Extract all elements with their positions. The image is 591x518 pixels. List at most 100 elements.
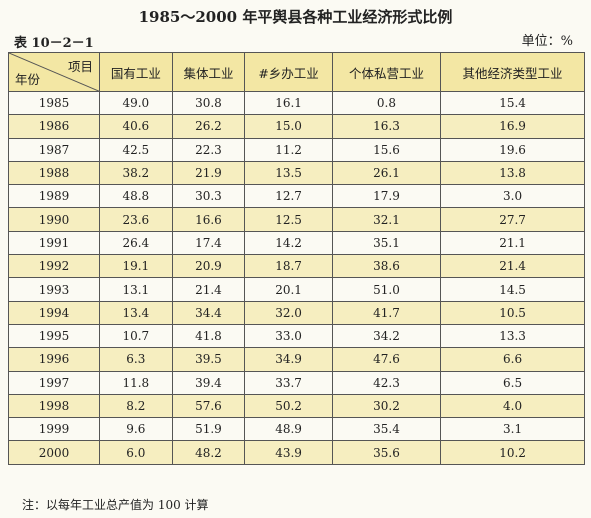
year-cell: 1996: [8, 347, 100, 372]
value-cell: 15.0: [244, 114, 333, 139]
value-cell: 21.1: [440, 230, 585, 256]
value-cell: 13.3: [440, 323, 585, 349]
table: 项目 年份 国有工业 集体工业 #乡办工业 个体私营工业 其他经济类型工业 1985 49…: [8, 52, 585, 465]
row: 1992 19.1 20.9 18.7 38.6 21.4: [8, 254, 585, 279]
value-cell: 34.2: [331, 323, 442, 349]
value-cell: 3.0: [440, 184, 585, 209]
row: 1999 9.6 51.9 48.9 35.4 3.1: [8, 417, 585, 442]
row: 1989 48.8 30.3 12.7 17.9 3.0: [8, 184, 585, 209]
value-cell: 34.9: [244, 347, 333, 372]
value-cell: 38.2: [99, 160, 173, 186]
value-cell: 33.7: [244, 370, 333, 395]
value-cell: 26.2: [171, 114, 246, 139]
corner-item: 项目: [67, 59, 93, 74]
value-cell: 42.3: [331, 370, 442, 395]
note: 注：以每年工业总产值为 100 计算: [22, 498, 209, 512]
value-cell: 16.1: [244, 90, 333, 116]
value-cell: 51.9: [171, 417, 246, 442]
value-cell: 50.2: [244, 393, 333, 419]
corner-year: 年份: [15, 72, 41, 87]
value-cell: 19.1: [99, 254, 173, 279]
value-cell: 21.4: [440, 254, 585, 279]
value-cell: 20.9: [171, 254, 246, 279]
value-cell: 39.4: [171, 370, 246, 395]
value-cell: 10.7: [99, 323, 173, 349]
year-cell: 1994: [8, 300, 100, 325]
value-cell: 14.5: [440, 277, 585, 302]
column-header: 其他经济类型工业: [440, 52, 585, 92]
row: 1997 11.8 39.4 33.7 42.3 6.5: [8, 370, 585, 395]
value-cell: 48.9: [244, 417, 333, 442]
row: 1996 6.3 39.5 34.9 47.6 6.6: [8, 347, 585, 372]
value-cell: 49.0: [99, 90, 173, 116]
value-cell: 48.8: [99, 184, 173, 209]
value-cell: 14.2: [244, 230, 333, 256]
value-cell: 42.5: [99, 137, 173, 162]
value-cell: 19.6: [440, 137, 585, 162]
year-cell: 1988: [8, 160, 100, 186]
value-cell: 48.2: [171, 440, 246, 465]
value-cell: 43.9: [244, 440, 333, 465]
value-cell: 21.9: [171, 160, 246, 186]
value-cell: 0.8: [331, 90, 442, 116]
header-row: 项目 年份 国有工业 集体工业 #乡办工业 个体私营工业 其他经济类型工业: [8, 52, 585, 92]
value-cell: 35.6: [331, 440, 442, 465]
value-cell: 6.5: [440, 370, 585, 395]
value-cell: 12.5: [244, 207, 333, 232]
value-cell: 30.8: [171, 90, 246, 116]
row: 1993 13.1 21.4 20.1 51.0 14.5: [8, 277, 585, 302]
value-cell: 30.3: [171, 184, 246, 209]
value-cell: 16.3: [331, 114, 442, 139]
column-header: 国有工业: [99, 52, 173, 92]
value-cell: 21.4: [171, 277, 246, 302]
value-cell: 6.6: [440, 347, 585, 372]
year-cell: 1991: [8, 230, 100, 256]
value-cell: 26.4: [99, 230, 173, 256]
row: 1986 40.6 26.2 15.0 16.3 16.9: [8, 114, 585, 139]
table-number: 表 10－2－1: [14, 36, 94, 51]
value-cell: 13.8: [440, 160, 585, 186]
year-cell: 1993: [8, 277, 100, 302]
value-cell: 41.7: [331, 300, 442, 325]
value-cell: 13.4: [99, 300, 173, 325]
value-cell: 39.5: [171, 347, 246, 372]
row: 1991 26.4 17.4 14.2 35.1 21.1: [8, 230, 585, 256]
title: 1985～2000 年平舆县各种工业经济形式比例: [138, 8, 453, 26]
value-cell: 11.8: [99, 370, 173, 395]
value-cell: 35.4: [331, 417, 442, 442]
value-cell: 10.5: [440, 300, 585, 325]
value-cell: 35.1: [331, 230, 442, 256]
value-cell: 33.0: [244, 323, 333, 349]
value-cell: 23.6: [99, 207, 173, 232]
year-cell: 1986: [8, 114, 100, 139]
value-cell: 38.6: [331, 254, 442, 279]
year-cell: 1997: [8, 370, 100, 395]
year-cell: 1989: [8, 184, 100, 209]
value-cell: 32.0: [244, 300, 333, 325]
value-cell: 34.4: [171, 300, 246, 325]
year-cell: 1987: [8, 137, 100, 162]
year-cell: 1999: [8, 417, 100, 442]
value-cell: 20.1: [244, 277, 333, 302]
value-cell: 10.2: [440, 440, 585, 465]
value-cell: 41.8: [171, 323, 246, 349]
row: 1987 42.5 22.3 11.2 15.6 19.6: [8, 137, 585, 162]
year-cell: 1995: [8, 323, 100, 349]
corner-cell: 项目 年份: [8, 52, 101, 92]
value-cell: 51.0: [331, 277, 442, 302]
year-cell: 1985: [8, 90, 100, 116]
value-cell: 27.7: [440, 207, 585, 232]
year-cell: 1990: [8, 207, 100, 232]
value-cell: 32.1: [331, 207, 442, 232]
unit: 单位：%: [521, 34, 573, 49]
column-header: 集体工业: [171, 52, 246, 92]
value-cell: 17.4: [171, 230, 246, 256]
value-cell: 17.9: [331, 184, 442, 209]
value-cell: 57.6: [171, 393, 246, 419]
value-cell: 4.0: [440, 393, 585, 419]
value-cell: 9.6: [99, 417, 173, 442]
row: 1990 23.6 16.6 12.5 32.1 27.7: [8, 207, 585, 232]
value-cell: 3.1: [440, 417, 585, 442]
value-cell: 18.7: [244, 254, 333, 279]
